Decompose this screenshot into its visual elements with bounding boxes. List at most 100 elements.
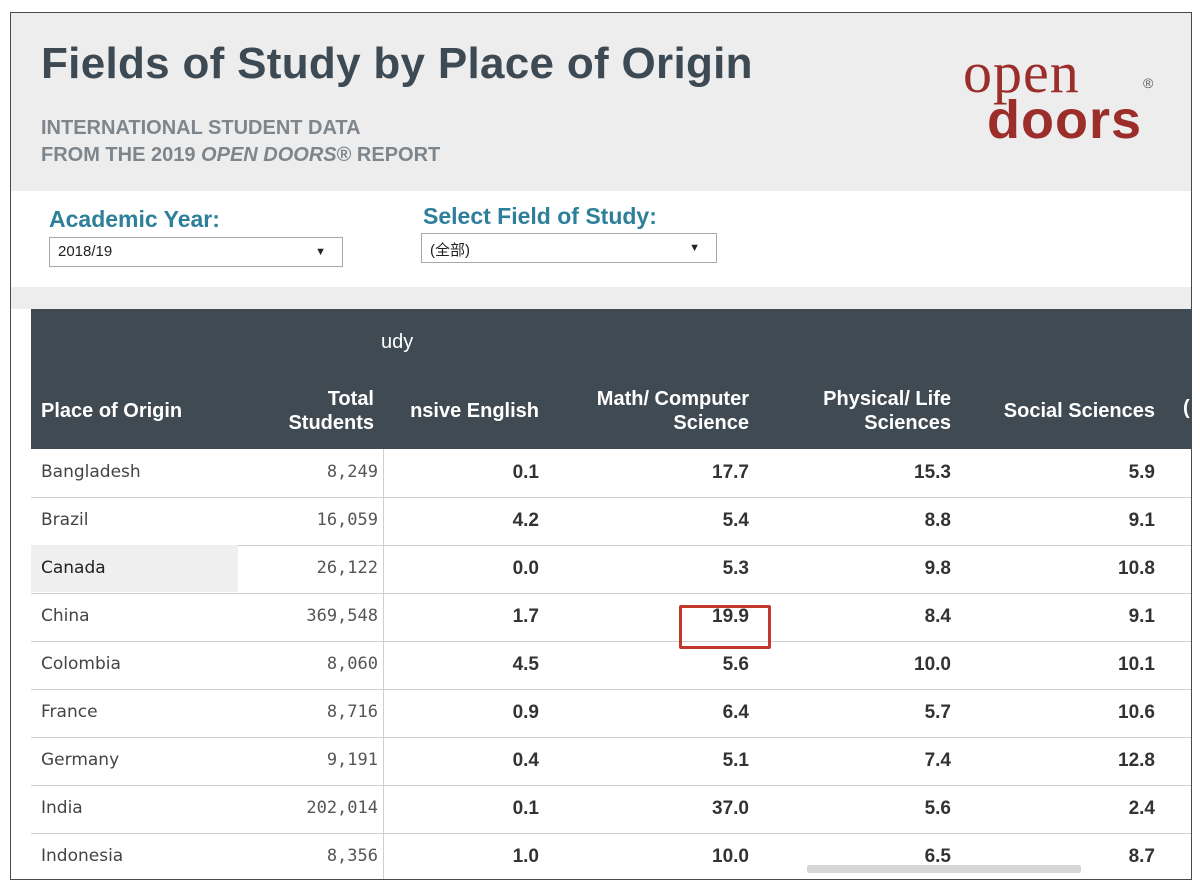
cell-math-computer-science: 5.6 — [722, 654, 749, 675]
highlighted-cell-box — [679, 605, 771, 649]
column-group-header: udy — [381, 331, 414, 353]
cell-english: 0.4 — [512, 750, 539, 771]
report-frame: Fields of Study by Place of Origin INTER… — [10, 12, 1192, 880]
col-header-physical-line2: Sciences — [864, 412, 951, 434]
table-row[interactable]: France 8,716 0.9 6.4 5.7 10.6 — [31, 689, 1191, 738]
cell-english: 1.0 — [512, 846, 539, 867]
col-header-physical[interactable]: Physical/ Life Sciences — [749, 387, 951, 435]
cell-physical-life-sciences: 5.6 — [924, 798, 951, 819]
cell-social-sciences: 12.8 — [1118, 750, 1155, 771]
logo-registered-mark: ® — [1143, 75, 1154, 91]
cell-social-sciences: 10.1 — [1118, 654, 1155, 675]
chevron-down-icon: ▼ — [315, 246, 326, 258]
table-row[interactable]: China 369,548 1.7 19.9 8.4 9.1 — [31, 593, 1191, 642]
table-row[interactable]: Indonesia 8,356 1.0 10.0 6.5 8.7 — [31, 833, 1191, 879]
cell-physical-life-sciences: 6.5 — [924, 846, 951, 867]
col-header-social[interactable]: Social Sciences — [1003, 400, 1155, 422]
cell-social-sciences: 5.9 — [1128, 462, 1155, 483]
cell-math-computer-science: 17.7 — [712, 462, 749, 483]
cell-social-sciences: 2.4 — [1128, 798, 1155, 819]
cell-total-students: 16,059 — [316, 510, 378, 530]
cell-total-students: 369,548 — [306, 606, 378, 626]
cell-social-sciences: 10.6 — [1118, 702, 1155, 723]
cell-total-students: 8,060 — [326, 654, 378, 674]
cell-country: Indonesia — [41, 846, 124, 866]
horizontal-scrollbar[interactable] — [807, 865, 1081, 873]
table-row[interactable]: Germany 9,191 0.4 5.1 7.4 12.8 — [31, 737, 1191, 786]
subtitle-prefix: FROM THE 2019 — [41, 144, 202, 166]
table-header: udy Place of Origin Total Students nsive… — [31, 309, 1191, 449]
cell-social-sciences: 8.7 — [1128, 846, 1155, 867]
col-header-place[interactable]: Place of Origin — [41, 400, 183, 422]
col-header-math[interactable]: Math/ Computer Science — [539, 387, 749, 435]
col-header-total-line2: Students — [288, 412, 374, 434]
chevron-down-icon: ▼ — [689, 242, 700, 254]
cell-country: India — [41, 798, 83, 818]
cell-english: 4.5 — [512, 654, 539, 675]
cell-total-students: 9,191 — [326, 750, 378, 770]
report-header: Fields of Study by Place of Origin INTER… — [11, 13, 1191, 191]
cell-physical-life-sciences: 8.4 — [924, 606, 951, 627]
cell-total-students: 8,356 — [326, 846, 378, 866]
separator-band — [11, 287, 1191, 309]
cell-physical-life-sciences: 15.3 — [914, 462, 951, 483]
academic-year-label: Academic Year: — [49, 206, 220, 232]
cell-math-computer-science: 5.4 — [722, 510, 749, 531]
logo-doors-text: doors — [987, 90, 1143, 150]
cell-total-students: 202,014 — [306, 798, 378, 818]
cell-total-students: 8,249 — [326, 462, 378, 482]
cell-country: Bangladesh — [41, 462, 141, 482]
cell-math-computer-science: 10.0 — [712, 846, 749, 867]
table-row[interactable]: India 202,014 0.1 37.0 5.6 2.4 — [31, 785, 1191, 834]
cell-physical-life-sciences: 10.0 — [914, 654, 951, 675]
cell-total-students: 26,122 — [316, 558, 378, 578]
col-header-truncated: ( — [1183, 397, 1190, 419]
cell-english: 0.9 — [512, 702, 539, 723]
subtitle-line-2: FROM THE 2019 OPEN DOORS® REPORT — [41, 144, 440, 167]
subtitle-italic: OPEN DOORS — [201, 144, 337, 166]
cell-math-computer-science: 5.1 — [722, 750, 749, 771]
field-of-study-select[interactable]: (全部) ▼ — [421, 233, 717, 263]
cell-social-sciences: 9.1 — [1128, 606, 1155, 627]
cell-math-computer-science: 6.4 — [722, 702, 749, 723]
table-row[interactable]: Bangladesh 8,249 0.1 17.7 15.3 5.9 — [31, 449, 1191, 498]
cell-physical-life-sciences: 9.8 — [924, 558, 951, 579]
col-header-english[interactable]: nsive English — [410, 400, 539, 422]
cell-math-computer-science: 37.0 — [712, 798, 749, 819]
cell-english: 0.1 — [512, 462, 539, 483]
logo-open-text: open — [963, 40, 1080, 105]
page-title: Fields of Study by Place of Origin — [41, 39, 753, 88]
col-header-physical-line1: Physical/ Life — [823, 388, 951, 410]
cell-country: China — [41, 606, 90, 626]
column-divider — [383, 449, 384, 879]
field-of-study-value: (全部) — [430, 242, 470, 259]
cell-country: Brazil — [41, 510, 89, 530]
cell-social-sciences: 9.1 — [1128, 510, 1155, 531]
cell-physical-life-sciences: 5.7 — [924, 702, 951, 723]
academic-year-value: 2018/19 — [58, 243, 113, 260]
cell-physical-life-sciences: 8.8 — [924, 510, 951, 531]
field-of-study-label: Select Field of Study: — [423, 203, 657, 229]
cell-english: 0.1 — [512, 798, 539, 819]
filter-bar: Academic Year: 2018/19 ▼ Select Field of… — [31, 191, 1191, 287]
cell-math-computer-science: 5.3 — [722, 558, 749, 579]
cell-english: 4.2 — [512, 510, 539, 531]
academic-year-select[interactable]: 2018/19 ▼ — [49, 237, 343, 267]
cell-english: 0.0 — [512, 558, 539, 579]
table-row[interactable]: Canada 26,122 0.0 5.3 9.8 10.8 — [31, 545, 1191, 594]
col-header-total[interactable]: Total Students — [238, 387, 374, 435]
cell-country: Germany — [41, 750, 120, 770]
subtitle-suffix: ® REPORT — [336, 144, 441, 166]
table-row[interactable]: Brazil 16,059 4.2 5.4 8.8 9.1 — [31, 497, 1191, 546]
cell-social-sciences: 10.8 — [1118, 558, 1155, 579]
table-row[interactable]: Colombia 8,060 4.5 5.6 10.0 10.1 — [31, 641, 1191, 690]
subtitle-line-1: INTERNATIONAL STUDENT DATA — [41, 117, 361, 139]
cell-physical-life-sciences: 7.4 — [924, 750, 951, 771]
cell-total-students: 8,716 — [326, 702, 378, 722]
col-header-math-line2: Science — [673, 412, 749, 434]
col-header-total-line1: Total — [327, 388, 374, 410]
data-table: udy Place of Origin Total Students nsive… — [31, 309, 1191, 879]
cell-math-computer-science: 19.9 — [712, 606, 749, 627]
open-doors-logo: open ® doors — [951, 39, 1191, 159]
cell-country: France — [41, 702, 98, 722]
